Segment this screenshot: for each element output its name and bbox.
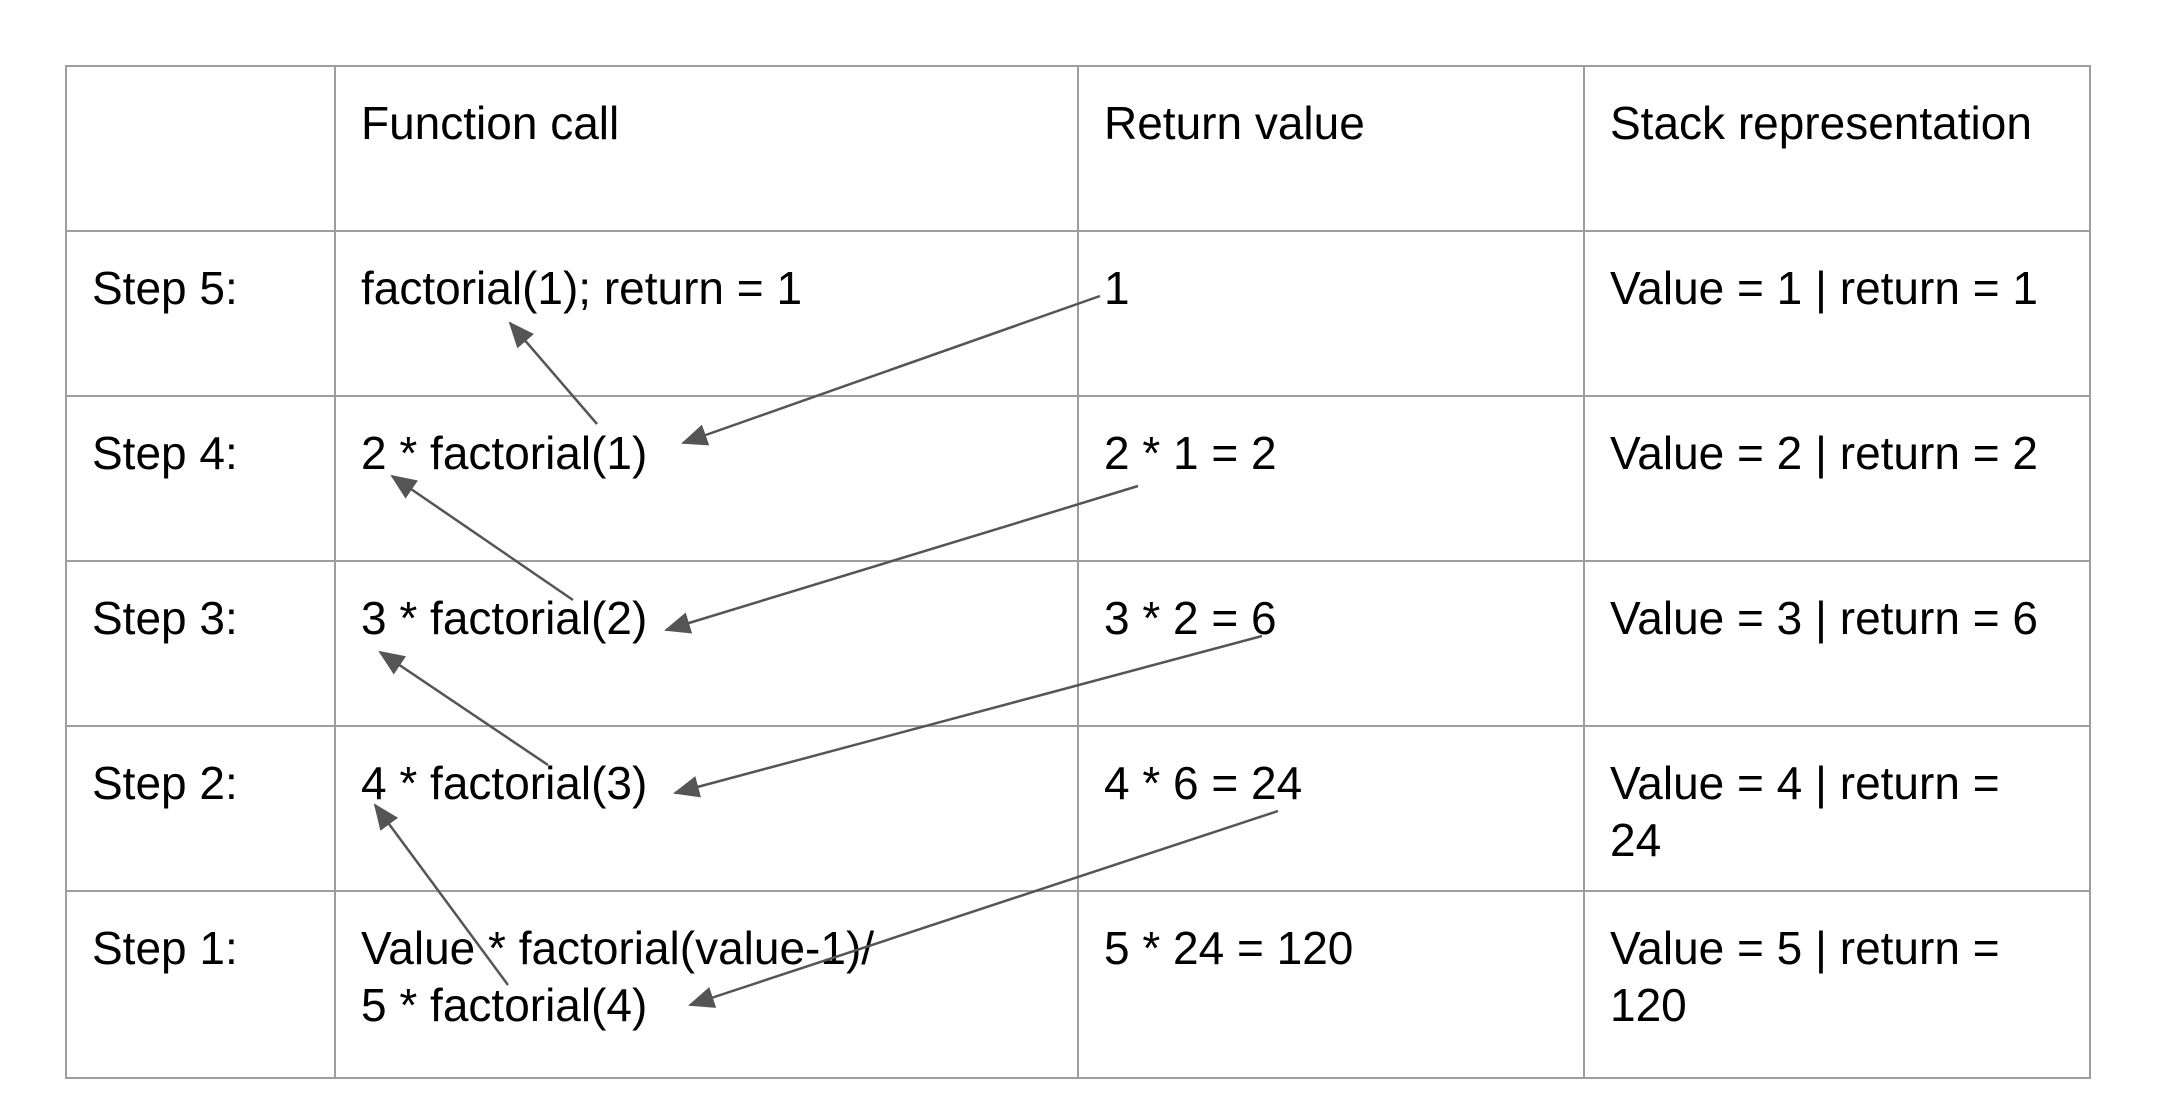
stack-text: Value = 1 | return = 1 — [1610, 262, 2038, 314]
header-stack-representation: Stack representation — [1583, 65, 2091, 232]
function-call-text-line-2: 5 * factorial(4) — [361, 979, 648, 1031]
step-label: Step 3: — [65, 560, 336, 727]
function-call-text-line-1: Value * factorial(value-1)/ — [361, 922, 875, 974]
call-stack-table: Function call Return value Stack represe… — [65, 65, 2091, 1079]
function-call-text: factorial(1); return = 1 — [361, 262, 803, 314]
stack-representation-cell: Value = 4 | return = 24 — [1583, 725, 2091, 892]
function-call-text: 2 * factorial(1) — [361, 427, 648, 479]
header-function-call: Function call — [334, 65, 1079, 232]
header-return-value: Return value — [1077, 65, 1585, 232]
return-value-cell: 3 * 2 = 6 — [1077, 560, 1585, 727]
return-value-cell: 1 — [1077, 230, 1585, 397]
step-label: Step 5: — [65, 230, 336, 397]
table-row: Step 2: 4 * factorial(3) 4 * 6 = 24 Valu… — [65, 725, 2091, 892]
header-row: Function call Return value Stack represe… — [65, 65, 2091, 232]
step-label: Step 4: — [65, 395, 336, 562]
step-label: Step 2: — [65, 725, 336, 892]
stack-text-line-2: 120 — [1610, 979, 1687, 1031]
step-label: Step 1: — [65, 890, 336, 1079]
function-call-text: 3 * factorial(2) — [361, 592, 648, 644]
table-row: Step 4: 2 * factorial(1) 2 * 1 = 2 Value… — [65, 395, 2091, 562]
function-call-cell: factorial(1); return = 1 — [334, 230, 1079, 397]
function-call-cell: 3 * factorial(2) — [334, 560, 1079, 727]
table-row: Step 1: Value * factorial(value-1)/ 5 * … — [65, 890, 2091, 1079]
stack-representation-cell: Value = 2 | return = 2 — [1583, 395, 2091, 562]
function-call-cell: 4 * factorial(3) — [334, 725, 1079, 892]
return-value-cell: 4 * 6 = 24 — [1077, 725, 1585, 892]
table-row: Step 5: factorial(1); return = 1 1 Value… — [65, 230, 2091, 397]
function-call-cell: 2 * factorial(1) — [334, 395, 1079, 562]
stack-text-line-1: Value = 5 | return = — [1610, 922, 2000, 974]
stack-representation-cell: Value = 3 | return = 6 — [1583, 560, 2091, 727]
function-call-text: 4 * factorial(3) — [361, 757, 648, 809]
stack-text: Value = 3 | return = 6 — [1610, 592, 2038, 644]
header-empty-cell — [65, 65, 336, 232]
return-value-cell: 2 * 1 = 2 — [1077, 395, 1585, 562]
stack-text-line-2: 24 — [1610, 814, 1662, 866]
stack-representation-cell: Value = 5 | return = 120 — [1583, 890, 2091, 1079]
function-call-cell: Value * factorial(value-1)/ 5 * factoria… — [334, 890, 1079, 1079]
stack-text: Value = 2 | return = 2 — [1610, 427, 2038, 479]
table-row: Step 3: 3 * factorial(2) 3 * 2 = 6 Value… — [65, 560, 2091, 727]
return-value-cell: 5 * 24 = 120 — [1077, 890, 1585, 1079]
stack-text-line-1: Value = 4 | return = — [1610, 757, 2000, 809]
stack-representation-cell: Value = 1 | return = 1 — [1583, 230, 2091, 397]
